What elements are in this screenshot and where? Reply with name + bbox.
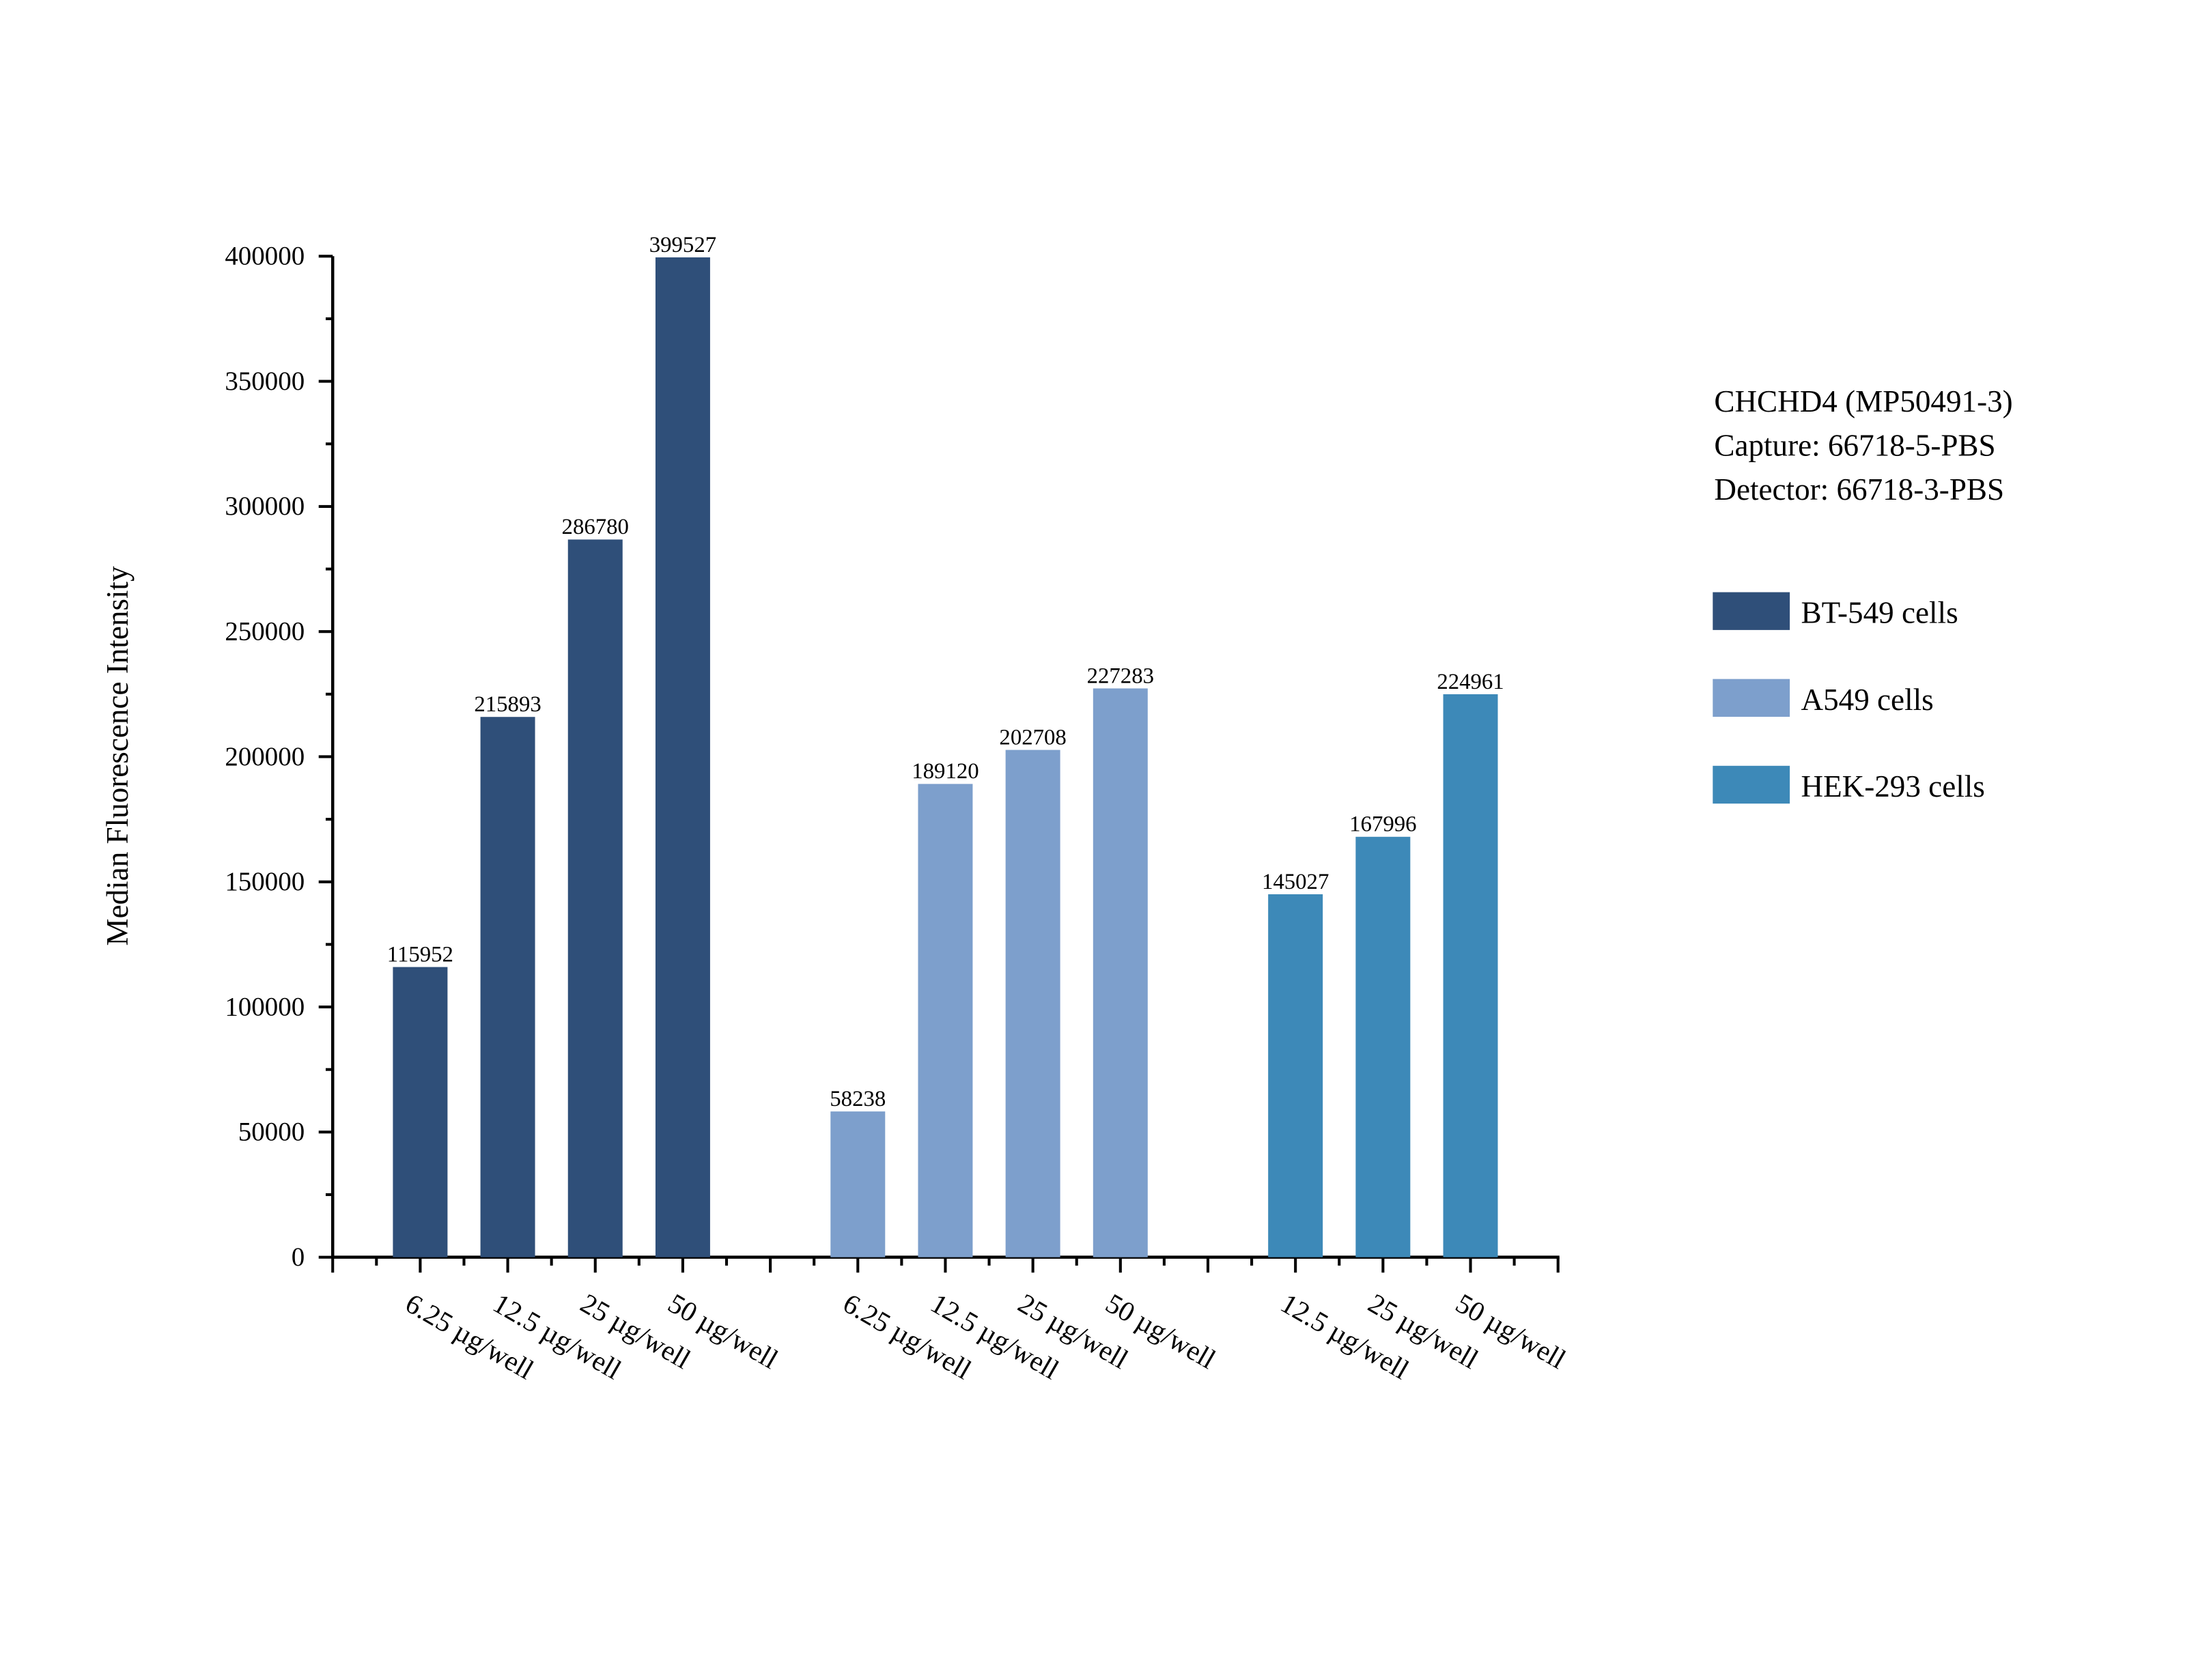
y-tick-label: 200000 xyxy=(225,742,305,771)
data-label: 227283 xyxy=(1087,664,1154,688)
bar xyxy=(393,967,448,1257)
bar xyxy=(1093,688,1148,1257)
data-label: 58238 xyxy=(830,1087,886,1111)
y-tick-label: 400000 xyxy=(225,242,305,271)
bar xyxy=(480,717,535,1257)
legend-swatch xyxy=(1713,679,1790,717)
data-label: 167996 xyxy=(1349,812,1416,837)
bars: 115952 215893 286780 399527 58238 189120 20270… xyxy=(387,233,1504,1257)
legend: CHCHD4 (MP50491-3) Capture: 66718-5-PBS De… xyxy=(1713,384,2013,804)
y-tick-label: 150000 xyxy=(225,867,305,896)
y-tick-label: 100000 xyxy=(225,992,305,1021)
legend-label: A549 cells xyxy=(1801,683,1934,717)
data-label: 115952 xyxy=(387,942,453,967)
annotation-line: Detector: 66718-3-PBS xyxy=(1714,472,2004,507)
data-label: 202708 xyxy=(999,725,1066,750)
bar xyxy=(655,257,710,1257)
bar xyxy=(918,784,973,1257)
bar xyxy=(830,1111,886,1257)
bar xyxy=(567,539,623,1257)
legend-swatch xyxy=(1713,765,1790,804)
data-label: 286780 xyxy=(562,515,629,539)
data-label: 399527 xyxy=(649,233,716,257)
bar xyxy=(1268,894,1323,1257)
data-label: 189120 xyxy=(912,759,979,784)
legend-label: HEK-293 cells xyxy=(1801,769,1985,803)
y-tick-label: 0 xyxy=(292,1242,305,1272)
bar xyxy=(1005,750,1060,1257)
annotation-line: Capture: 66718-5-PBS xyxy=(1714,429,1995,463)
data-label: 145027 xyxy=(1262,870,1329,894)
annotation-line: CHCHD4 (MP50491-3) xyxy=(1714,384,2012,418)
y-axis-label: Median Fluorescence Intensity xyxy=(100,566,135,946)
bar xyxy=(1443,694,1498,1257)
y-tick-label: 250000 xyxy=(225,616,305,646)
data-label: 215893 xyxy=(474,692,541,717)
legend-label: BT-549 cells xyxy=(1801,596,1958,630)
data-label: 224961 xyxy=(1437,670,1504,694)
legend-swatch xyxy=(1713,592,1790,630)
y-tick-label: 350000 xyxy=(225,367,305,396)
y-tick-label: 50000 xyxy=(238,1117,305,1147)
y-tick-label: 300000 xyxy=(225,492,305,521)
bar xyxy=(1355,836,1411,1257)
